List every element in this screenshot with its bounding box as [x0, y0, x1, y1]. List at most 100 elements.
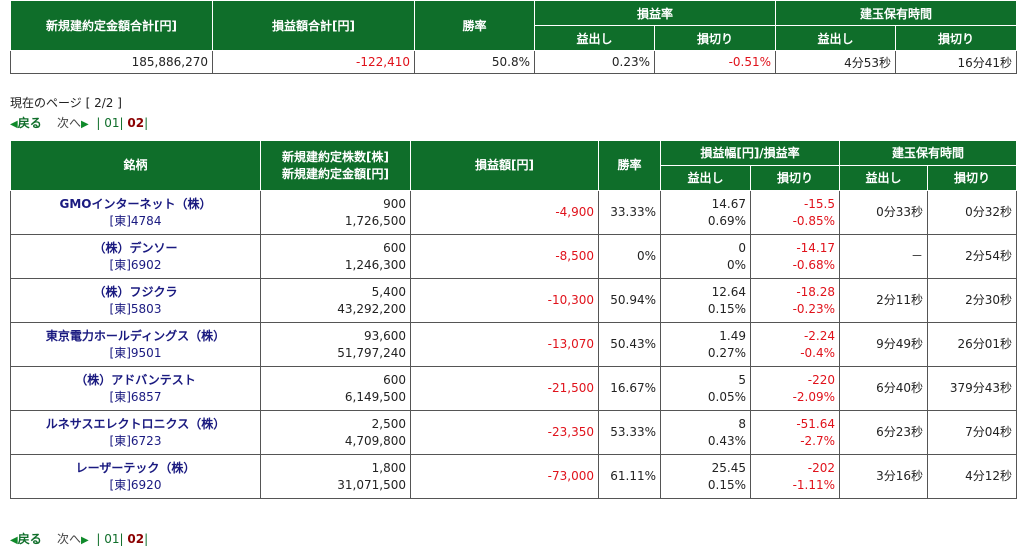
loss-pct: -2.7%: [800, 433, 836, 448]
header-pl: 損益額[円]: [410, 140, 599, 191]
pl: -13,070: [410, 322, 599, 367]
amount: 1,246,300: [344, 257, 406, 272]
qty: 900: [383, 196, 406, 211]
pl: -8,500: [410, 234, 599, 279]
summary-total-amount: 185,886,270: [10, 50, 213, 74]
stock-code-link[interactable]: [東]6902: [109, 257, 162, 272]
table-row: レーザーテック（株） [東]6920 1,800 31,071,500 -73,00…: [10, 454, 1018, 499]
win-rate: 33.33%: [598, 190, 661, 235]
header-hold-loss: 損切り: [895, 25, 1018, 51]
loss-yen: -51.64: [796, 416, 836, 431]
hold-profit: 3分16秒: [839, 454, 929, 499]
summary-table: 新規建約定金額合計[円] 損益額合計[円] 勝率 損益率 建玉保有時間 益出し …: [10, 0, 1018, 74]
loss-pct: -0.68%: [792, 257, 836, 272]
next-link[interactable]: 次へ: [56, 532, 81, 546]
stock-name-link[interactable]: レーザーテック（株）: [75, 460, 196, 475]
stock-code-link[interactable]: [東]6920: [109, 477, 162, 492]
header-hold-profit: 益出し: [839, 165, 929, 191]
page-link-01[interactable]: 01: [104, 116, 120, 130]
profit-yen: 12.64: [711, 284, 746, 299]
stock-code-link[interactable]: [東]5803: [109, 301, 162, 316]
next-arrow-icon[interactable]: ▶: [81, 535, 89, 546]
header-stock: 銘柄: [10, 140, 261, 191]
stock-code-link[interactable]: [東]4784: [109, 213, 162, 228]
amount: 6,149,500: [344, 389, 406, 404]
profit-yen: 5: [738, 372, 746, 387]
summary-hold-profit: 4分53秒: [775, 50, 897, 74]
page-link-01[interactable]: 01: [104, 532, 120, 546]
back-link[interactable]: 戻る: [17, 116, 42, 130]
stock-code-link[interactable]: [東]6723: [109, 433, 162, 448]
loss-yen: -14.17: [796, 240, 836, 255]
pl: -21,500: [410, 366, 599, 411]
qty: 600: [383, 372, 406, 387]
pl: -73,000: [410, 454, 599, 499]
stock-code-link[interactable]: [東]6857: [109, 389, 162, 404]
back-arrow-icon[interactable]: ◀: [10, 535, 18, 546]
profit-yen: 1.49: [719, 328, 746, 343]
back-link[interactable]: 戻る: [17, 532, 42, 546]
stock-code-link[interactable]: [東]9501: [109, 345, 162, 360]
win-rate: 0%: [598, 234, 661, 279]
header-hold-time: 建玉保有時間: [775, 0, 1018, 26]
profit-pct: 0.27%: [707, 345, 746, 360]
loss-pct: -2.09%: [792, 389, 836, 404]
stock-name-link[interactable]: （株）デンソー: [93, 240, 178, 255]
hold-loss: 4分12秒: [927, 454, 1018, 499]
summary-total-pl: -122,410: [212, 50, 415, 74]
profit-yen: 8: [738, 416, 746, 431]
stock-name-link[interactable]: GMOインターネット（株）: [59, 196, 212, 211]
table-row: ルネサスエレクトロニクス（株） [東]6723 2,500 4,709,800 -2…: [10, 410, 1018, 455]
header-pl-rate-loss: 損切り: [653, 25, 777, 51]
stock-name-link[interactable]: （株）アドバンテスト: [75, 372, 196, 387]
hold-profit: 6分40秒: [839, 366, 929, 411]
header-total-amount: 新規建約定金額合計[円]: [10, 0, 213, 51]
profit-yen: 25.45: [711, 460, 746, 475]
table-row: （株）アドバンテスト [東]6857 600 6,149,500 -21,500 1…: [10, 366, 1018, 411]
stock-name-link[interactable]: 東京電力ホールディングス（株）: [45, 328, 226, 343]
table-row: （株）フジクラ [東]5803 5,400 43,292,200 -10,300 5…: [10, 278, 1018, 323]
stock-name-link[interactable]: ルネサスエレクトロニクス（株）: [45, 416, 226, 431]
loss-pct: -1.11%: [792, 477, 836, 492]
stock-name-link[interactable]: （株）フジクラ: [93, 284, 178, 299]
pl: -23,350: [410, 410, 599, 455]
amount: 43,292,200: [337, 301, 406, 316]
page-current-02: 02: [127, 532, 145, 546]
profit-pct: 0.43%: [707, 433, 746, 448]
profit-yen: 0: [738, 240, 746, 255]
hold-profit: 9分49秒: [839, 322, 929, 367]
loss-yen: -202: [807, 460, 836, 475]
win-rate: 61.11%: [598, 454, 661, 499]
profit-pct: 0.15%: [707, 477, 746, 492]
header-win-rate: 勝率: [414, 0, 535, 51]
header-win-rate: 勝率: [598, 140, 661, 191]
hold-profit: 0分33秒: [839, 190, 929, 235]
next-link[interactable]: 次へ: [56, 116, 81, 130]
amount: 4,709,800: [344, 433, 406, 448]
next-arrow-icon[interactable]: ▶: [81, 119, 89, 130]
header-hold-time: 建玉保有時間: [839, 140, 1018, 166]
profit-pct: 0.05%: [707, 389, 746, 404]
hold-profit: 6分23秒: [839, 410, 929, 455]
hold-loss: 2分30秒: [927, 278, 1018, 323]
header-loss: 損切り: [749, 165, 841, 191]
summary-pl-rate-profit: 0.23%: [534, 50, 655, 74]
pager-top: ◀戻る 次へ▶ | 01| 02|: [10, 116, 149, 130]
header-qty-amount: 新規建約定株数[株] 新規建約定金額[円]: [260, 140, 411, 191]
qty: 1,800: [371, 460, 406, 475]
pl: -4,900: [410, 190, 599, 235]
back-arrow-icon[interactable]: ◀: [10, 119, 18, 130]
header-pl-width: 損益幅[円]/損益率: [659, 140, 841, 166]
header-pl-rate: 損益率: [533, 0, 777, 26]
header-hold-profit: 益出し: [775, 25, 897, 51]
win-rate: 50.94%: [598, 278, 661, 323]
loss-yen: -2.24: [803, 328, 836, 343]
amount: 31,071,500: [337, 477, 406, 492]
qty: 2,500: [371, 416, 406, 431]
pl: -10,300: [410, 278, 599, 323]
hold-loss: 7分04秒: [927, 410, 1018, 455]
page-current-02: 02: [127, 116, 145, 130]
hold-loss: 26分01秒: [927, 322, 1018, 367]
header-profit: 益出し: [660, 165, 751, 191]
hold-loss: 379分43秒: [927, 366, 1018, 411]
